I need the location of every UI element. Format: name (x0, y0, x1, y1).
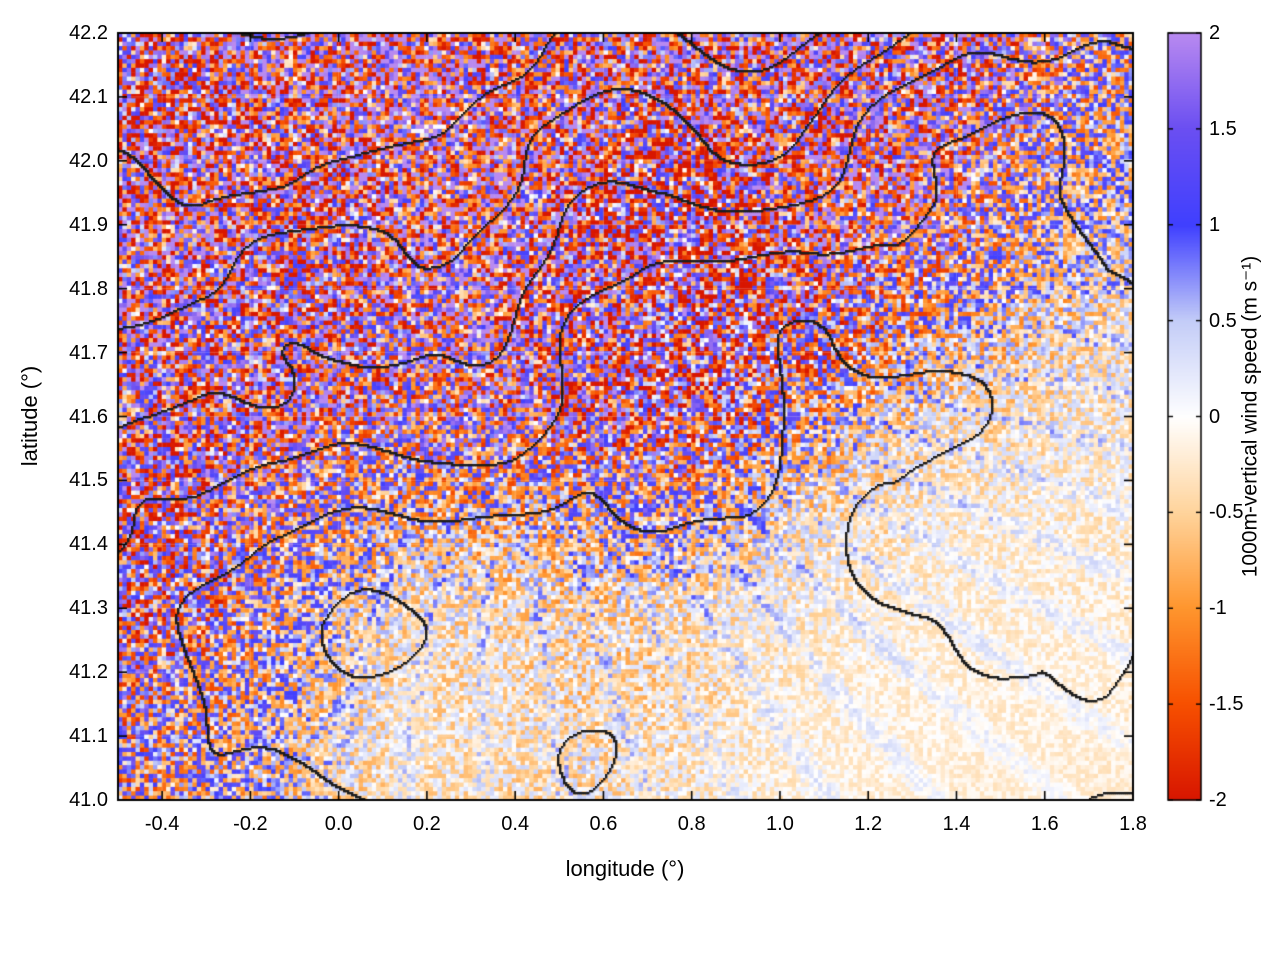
y-tick-label: 41.6 (69, 405, 108, 428)
y-axis-title: latitude (°) (17, 365, 42, 467)
colorbar-tick-label: 1.5 (1209, 117, 1237, 140)
colorbar-tick-label: 2 (1209, 22, 1221, 44)
colorbar-tick-label: 0 (1209, 405, 1221, 428)
colorbar-title: 1000m-vertical wind speed (m s⁻¹) (1238, 255, 1262, 578)
y-tick-label: 42.2 (69, 22, 108, 44)
y-tick-label: 41.0 (69, 789, 108, 811)
colorbar-tick-label: 0.5 (1209, 309, 1237, 332)
x-tick-label: 1.6 (1030, 813, 1059, 835)
colorbar-tick-label: 1 (1209, 213, 1221, 236)
y-tick-label: 42.1 (69, 85, 108, 108)
y-tick-label: 41.3 (69, 597, 108, 620)
colorbar-tick-label: -0.5 (1209, 501, 1244, 524)
y-tick-label: 41.9 (69, 213, 108, 236)
y-tick-label: 41.5 (69, 469, 108, 492)
x-tick-label: 1.4 (942, 813, 971, 835)
colorbar-tick-label: -2 (1209, 789, 1227, 811)
x-axis-title: longitude (°) (565, 856, 685, 881)
y-tick-label: 42.0 (69, 149, 108, 172)
x-tick-label: 1.0 (766, 813, 794, 835)
x-tick-label: 1.2 (854, 813, 883, 835)
x-tick-label: 0.2 (413, 813, 441, 835)
colorbar-tick-label: -1 (1209, 597, 1227, 620)
y-tick-label: 41.1 (69, 725, 108, 748)
x-tick-label: 0.8 (677, 813, 706, 835)
x-tick-label: 1.8 (1119, 813, 1147, 835)
y-tick-label: 41.8 (69, 277, 108, 300)
x-tick-label: -0.4 (144, 813, 180, 835)
colorbar-tick-label: -1.5 (1209, 693, 1244, 716)
y-tick-label: 41.7 (69, 341, 108, 364)
x-tick-label: 0.6 (589, 813, 618, 835)
x-tick-label: 0.0 (324, 813, 353, 835)
y-tick-label: 41.2 (69, 661, 108, 684)
y-tick-label: 41.4 (69, 533, 108, 556)
x-tick-label: 0.4 (501, 813, 530, 835)
x-tick-label: -0.2 (233, 813, 268, 835)
